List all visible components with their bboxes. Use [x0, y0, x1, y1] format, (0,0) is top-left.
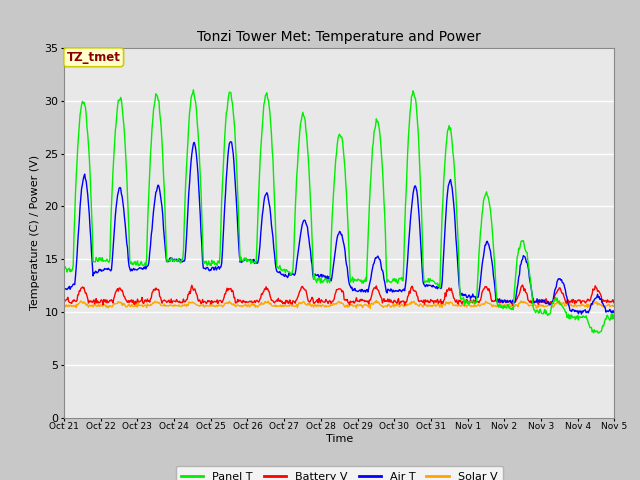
Panel T [212, 261, 220, 266]
Y-axis label: Temperature (C) / Power (V): Temperature (C) / Power (V) [30, 155, 40, 311]
Air T [423, 282, 431, 288]
Panel T [182, 164, 190, 170]
Solar V [70, 303, 78, 309]
Air T [70, 281, 78, 287]
Panel T [423, 278, 431, 284]
Panel T [611, 313, 618, 319]
Panel T [189, 87, 197, 93]
Air T [127, 268, 134, 274]
Line: Battery V: Battery V [64, 285, 614, 305]
Solar V [372, 298, 380, 303]
Battery V [212, 299, 220, 305]
Solar V [424, 304, 431, 310]
Battery V [70, 297, 78, 302]
Air T [227, 139, 235, 144]
Battery V [611, 300, 618, 305]
Solar V [212, 304, 220, 310]
Air T [578, 311, 586, 317]
Air T [182, 235, 190, 240]
Battery V [509, 302, 516, 308]
Battery V [422, 298, 430, 304]
Title: Tonzi Tower Met: Temperature and Power: Tonzi Tower Met: Temperature and Power [197, 30, 481, 44]
Solar V [611, 303, 618, 309]
X-axis label: Time: Time [326, 433, 353, 444]
Air T [611, 310, 618, 315]
Air T [212, 264, 220, 270]
Panel T [60, 267, 68, 273]
Panel T [595, 330, 602, 336]
Panel T [70, 233, 78, 239]
Solar V [366, 306, 374, 312]
Air T [407, 213, 415, 218]
Legend: Panel T, Battery V, Air T, Solar V: Panel T, Battery V, Air T, Solar V [175, 466, 503, 480]
Battery V [127, 299, 134, 304]
Line: Panel T: Panel T [64, 90, 614, 333]
Battery V [60, 299, 68, 305]
Solar V [182, 303, 190, 309]
Battery V [518, 282, 526, 288]
Air T [60, 288, 68, 293]
Solar V [60, 303, 68, 309]
Battery V [406, 290, 414, 296]
Solar V [408, 299, 415, 304]
Text: TZ_tmet: TZ_tmet [67, 51, 120, 64]
Battery V [182, 297, 190, 302]
Panel T [407, 103, 415, 109]
Panel T [127, 261, 134, 266]
Solar V [127, 304, 134, 310]
Line: Solar V: Solar V [64, 300, 614, 309]
Line: Air T: Air T [64, 142, 614, 314]
